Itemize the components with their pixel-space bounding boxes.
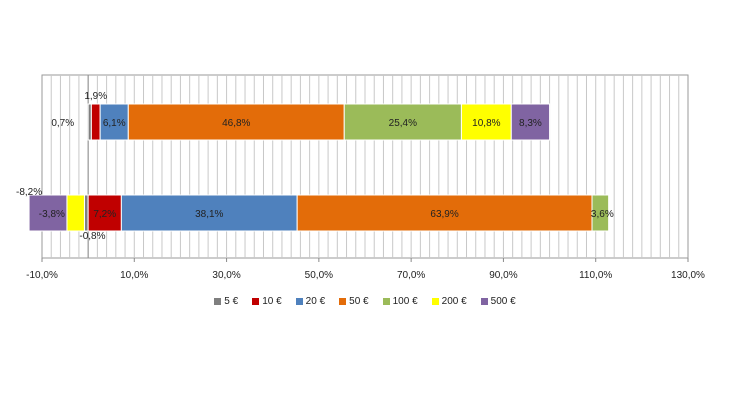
data-label: 46,8% xyxy=(222,118,250,129)
legend-item: 50 € xyxy=(339,296,369,307)
legend-label: 100 € xyxy=(392,296,418,307)
x-axis-ticks: -10,0% 10,0% 30,0% 50,0% 70,0% 90,0% 110,0% 130… xyxy=(26,258,705,281)
x-tick-label: 130,0% xyxy=(671,270,705,281)
data-label: 0,7% xyxy=(51,118,74,129)
data-label: 6,1% xyxy=(103,118,126,129)
x-tick-label: 50,0% xyxy=(305,270,333,281)
legend-swatch xyxy=(480,298,488,305)
legend-item: 500 € xyxy=(480,296,516,307)
legend-swatch xyxy=(339,298,347,305)
bar-segment xyxy=(127,103,345,141)
bars xyxy=(28,103,610,232)
bar-chart: 0,7% 1,9% 6,1% 46,8% 25,4% 10,8% 8,3% -0,8% 7,2%… xyxy=(16,74,705,281)
data-label: 63,9% xyxy=(430,209,458,220)
data-labels: 0,7% 1,9% 6,1% 46,8% 25,4% 10,8% 8,3% -0,8% 7,2%… xyxy=(16,91,614,242)
data-label: 38,1% xyxy=(195,209,223,220)
bar-segment xyxy=(66,194,85,232)
bar-segment xyxy=(591,194,610,232)
legend-label: 500 € xyxy=(490,296,516,307)
bar-segment xyxy=(99,103,129,141)
x-tick-label: 70,0% xyxy=(397,270,425,281)
legend-item: 200 € xyxy=(431,296,467,307)
legend-label: 200 € xyxy=(441,296,467,307)
x-tick-label: 30,0% xyxy=(212,270,240,281)
bar-segment xyxy=(120,194,298,232)
x-tick-label: 90,0% xyxy=(489,270,517,281)
data-label: 8,3% xyxy=(519,118,542,129)
legend-item: 100 € xyxy=(382,296,418,307)
legend-item: 5 € xyxy=(214,296,238,307)
legend-label: 5 € xyxy=(224,296,239,307)
x-tick-label: 10,0% xyxy=(120,270,148,281)
legend-item: 10 € xyxy=(252,296,282,307)
data-label: 7,2% xyxy=(93,209,116,220)
bar-segment xyxy=(343,103,462,141)
data-label: -0,8% xyxy=(79,231,105,242)
legend: 5 € 10 € 20 € 50 € 100 € 200 € 500 € xyxy=(0,296,730,307)
legend-swatch xyxy=(295,298,303,305)
bar-segment xyxy=(510,103,551,141)
data-label: 3,6% xyxy=(591,209,614,220)
bar-segment xyxy=(460,103,512,141)
data-label: -8,2% xyxy=(16,187,42,198)
legend-swatch xyxy=(431,298,439,305)
legend-item: 20 € xyxy=(295,296,326,307)
legend-swatch xyxy=(252,298,260,305)
data-label: -3,8% xyxy=(39,209,65,220)
legend-swatch xyxy=(382,298,390,305)
legend-swatch xyxy=(214,298,222,305)
x-tick-label: 110,0% xyxy=(579,270,612,281)
legend-label: 50 € xyxy=(349,296,369,307)
data-label: 25,4% xyxy=(389,118,417,129)
x-tick-label: -10,0% xyxy=(26,270,58,281)
legend-label: 20 € xyxy=(305,296,326,307)
legend-label: 10 € xyxy=(262,296,282,307)
bar-segment xyxy=(296,194,593,232)
bar-segment xyxy=(28,194,68,232)
data-label: 10,8% xyxy=(472,118,500,129)
bar-segment xyxy=(83,194,89,232)
data-label: 1,9% xyxy=(84,91,107,102)
bar-segment xyxy=(90,103,101,141)
